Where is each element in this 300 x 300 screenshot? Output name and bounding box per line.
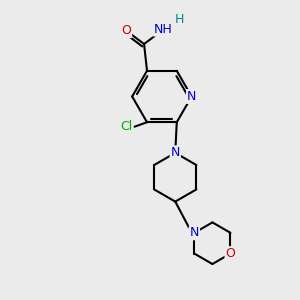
Text: N: N <box>171 146 180 159</box>
Text: NH: NH <box>154 22 173 36</box>
Text: Cl: Cl <box>120 120 132 133</box>
Text: N: N <box>187 90 196 103</box>
Text: O: O <box>121 24 131 37</box>
Text: H: H <box>174 13 184 26</box>
Text: N: N <box>190 226 199 239</box>
Text: O: O <box>226 247 236 260</box>
